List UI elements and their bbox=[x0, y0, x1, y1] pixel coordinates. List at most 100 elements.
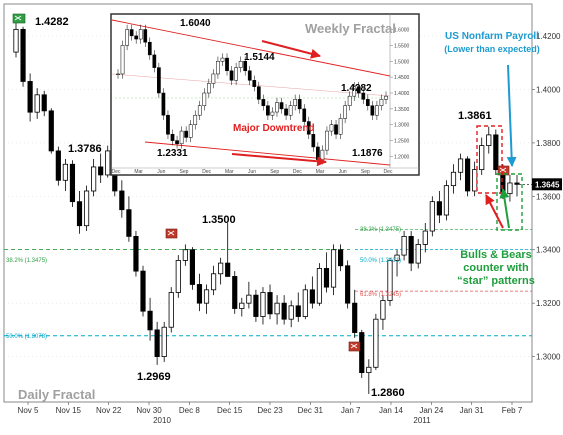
inset-x-tick-label: Sep bbox=[361, 169, 370, 175]
candle bbox=[394, 249, 400, 277]
candle-body bbox=[133, 235, 139, 272]
candle bbox=[196, 273, 203, 312]
inset-lower-trendline bbox=[144, 141, 391, 166]
candle bbox=[119, 180, 125, 218]
candle bbox=[246, 281, 252, 309]
inset-bar bbox=[266, 100, 270, 120]
inset-bar bbox=[306, 116, 311, 140]
candle-body bbox=[189, 249, 195, 285]
nfp-arrow bbox=[506, 64, 517, 167]
inset-bar bbox=[311, 129, 316, 152]
candle-body bbox=[20, 28, 26, 82]
inset-upper-trendline bbox=[111, 19, 391, 77]
candle bbox=[408, 231, 414, 272]
candle-body bbox=[41, 94, 47, 112]
inset-bar bbox=[175, 135, 179, 149]
candle-body bbox=[48, 110, 54, 152]
inset-bar bbox=[361, 88, 366, 105]
price-label: 1.3786 bbox=[68, 143, 102, 155]
candle bbox=[260, 287, 266, 325]
fib-label: 38.2% (1.3475) bbox=[360, 227, 401, 233]
inset-bar bbox=[347, 91, 352, 111]
candle bbox=[239, 297, 245, 317]
candle-body bbox=[182, 249, 188, 261]
candle bbox=[203, 284, 210, 314]
inset-y-tick-label: 1.3500 bbox=[394, 107, 410, 113]
price-label: 1.3500 bbox=[202, 214, 236, 226]
bear-arrow bbox=[485, 194, 504, 229]
candle-body bbox=[316, 268, 323, 304]
y-axis-ticks: 1.4200 1.4000 1.3800 1.3600 1.3400 1.3200 1.30… bbox=[532, 32, 561, 362]
inset-bar bbox=[116, 69, 120, 79]
x-tick-label: Jan 24 bbox=[419, 406, 444, 415]
inset-bar bbox=[197, 100, 202, 120]
candle bbox=[62, 158, 68, 191]
inset-trend-arrow bbox=[231, 153, 327, 167]
inset-bar bbox=[129, 24, 134, 41]
candle-body bbox=[13, 28, 19, 53]
candle bbox=[168, 287, 174, 333]
candle-body bbox=[196, 284, 203, 304]
candle bbox=[429, 196, 435, 237]
candle-body bbox=[27, 81, 33, 113]
candle bbox=[401, 231, 407, 261]
y-tick-label: 1.4000 bbox=[536, 85, 561, 94]
candle-body bbox=[302, 289, 308, 317]
inset-x-tick-label: Sep bbox=[270, 169, 279, 175]
inset-bar bbox=[302, 104, 307, 127]
x-tick-label: Dec 31 bbox=[298, 406, 324, 415]
candle bbox=[20, 26, 26, 87]
candle bbox=[76, 190, 83, 234]
inset-price-label: 1.1876 bbox=[352, 148, 383, 159]
inset-bar bbox=[343, 100, 347, 124]
inset-y-tick-label: 1.2000 bbox=[394, 154, 410, 160]
candle bbox=[147, 297, 153, 341]
inset-trend-label: Major Downtrend bbox=[233, 123, 315, 134]
x-year-label: 2010 bbox=[153, 416, 171, 425]
current-price-marker: 1.3645 bbox=[515, 178, 562, 191]
candle bbox=[422, 223, 428, 253]
candle bbox=[69, 160, 76, 208]
price-labels: 1.4282 1.3786 1.3500 1.2969 1.2860 1.386… bbox=[35, 16, 492, 399]
inset-bar bbox=[184, 126, 188, 143]
bulls-bears-annotation: “star” patterns bbox=[457, 275, 535, 287]
candle-body bbox=[147, 310, 153, 331]
inset-x-tick-label: Mar bbox=[225, 169, 234, 175]
x-tick-label: Dec 15 bbox=[217, 406, 243, 415]
inset-bar bbox=[220, 53, 225, 67]
inset-bar bbox=[375, 100, 379, 120]
candle-body bbox=[246, 294, 252, 304]
candle-body bbox=[140, 270, 146, 312]
inset-bar bbox=[370, 100, 375, 120]
candle bbox=[359, 329, 365, 378]
x-tick-label: Dec 8 bbox=[179, 406, 200, 415]
candle-body bbox=[281, 302, 287, 320]
inset-x-tick-label: Mar bbox=[134, 169, 143, 175]
candle-body bbox=[260, 292, 266, 317]
inset-x-tick-label: Jun bbox=[339, 169, 347, 175]
x-tick-label: Jan 7 bbox=[341, 406, 361, 415]
inset-bar bbox=[384, 91, 388, 105]
y-tick-label: 1.4200 bbox=[536, 32, 561, 41]
inset-x-tick-label: Jun bbox=[248, 169, 256, 175]
candle-body bbox=[443, 185, 450, 216]
candle-body bbox=[76, 201, 83, 227]
candle bbox=[380, 295, 386, 330]
inset-bar bbox=[338, 113, 343, 140]
inset-bar bbox=[206, 78, 211, 98]
fib-labels: 38.2% (1.3475) 50.0% (1.3078) 38.2% (1.3… bbox=[6, 227, 401, 340]
x-axis-ticks: Nov 5 Nov 15 Nov 22 Nov 30 Dec 8 Dec 15 Dec 23… bbox=[18, 402, 523, 425]
candle bbox=[175, 255, 181, 298]
x-tick-label: Jan 14 bbox=[379, 406, 404, 415]
inset-title: Weekly Fractal bbox=[305, 21, 396, 36]
candle-body bbox=[429, 201, 435, 232]
inset-x-tick-label: Mar bbox=[316, 169, 325, 175]
inset-bar bbox=[147, 37, 152, 60]
inset-bar bbox=[179, 126, 184, 149]
price-label: 1.2860 bbox=[371, 387, 405, 399]
candle-body bbox=[486, 134, 492, 146]
candle-body bbox=[175, 260, 181, 293]
inset-bar bbox=[379, 94, 384, 111]
inset-bar bbox=[356, 81, 361, 98]
inset-bar bbox=[288, 100, 293, 120]
